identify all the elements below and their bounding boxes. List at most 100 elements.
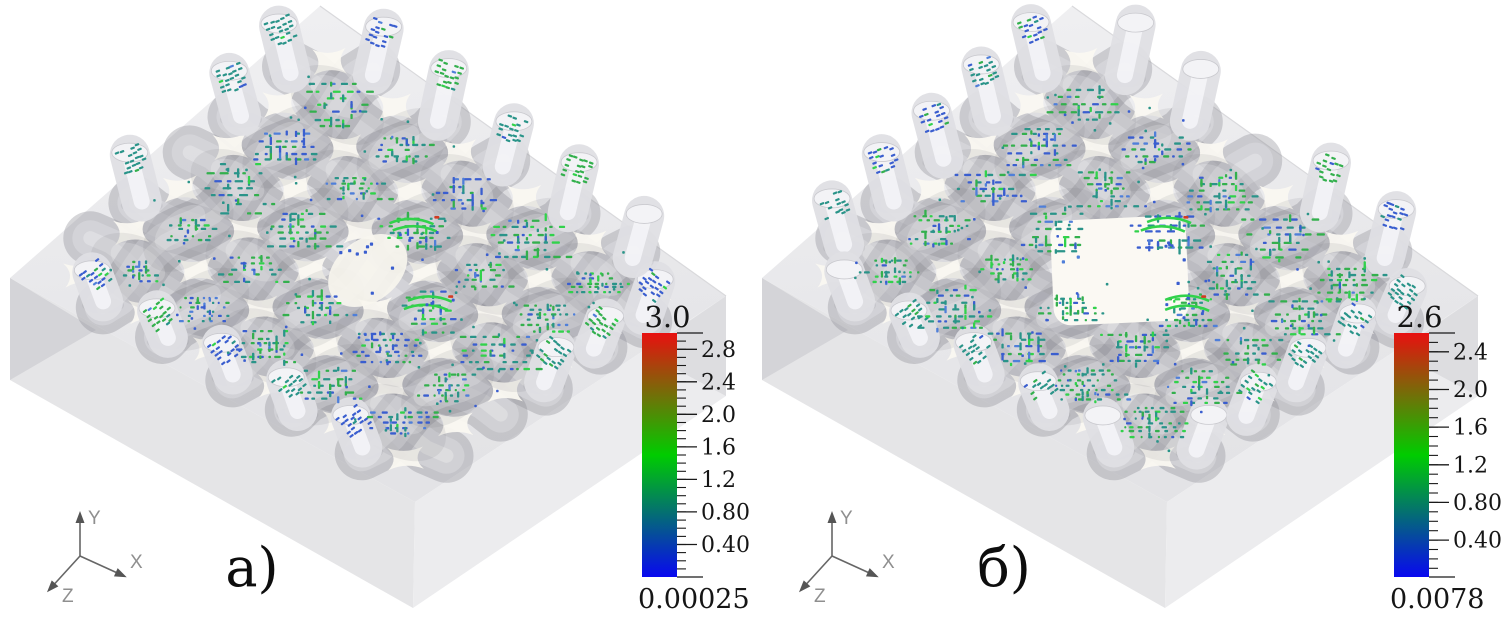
fiber-point: [601, 282, 604, 287]
fiber-point: [289, 213, 292, 222]
fiber-point: [1043, 212, 1047, 215]
fiber-point: [1336, 267, 1341, 271]
fiber-point: [1164, 148, 1172, 151]
fiber-point: [339, 251, 343, 255]
fiber-point: [944, 305, 947, 314]
fiber-end-fringe: [967, 55, 1000, 88]
fiber-point: [957, 315, 964, 318]
fiber-streak: [1164, 294, 1210, 303]
fiber-point: [305, 209, 308, 213]
fiber-point: [134, 143, 140, 147]
fiber-point: [259, 355, 262, 359]
fiber-point: [1286, 313, 1289, 316]
fiber-point: [234, 344, 239, 349]
fiber-point: [424, 155, 428, 158]
fiber-point: [824, 216, 830, 221]
fiber-point: [502, 239, 506, 242]
fiber-point: [1234, 278, 1237, 283]
fiber-point: [1193, 370, 1198, 373]
fiber-point: [1272, 218, 1279, 221]
fiber-point: [581, 291, 586, 294]
fiber-point: [241, 76, 246, 80]
fiber-point: [227, 335, 232, 340]
fiber-point: [438, 58, 444, 62]
fiber-point: [279, 245, 287, 248]
fiber-point: [978, 77, 984, 82]
fiber-point: [349, 433, 354, 438]
fiber-point-cluster: [109, 260, 165, 287]
fiber-point: [1353, 267, 1357, 271]
colorbar-tick-label: 2.4: [1453, 340, 1488, 365]
fiber-point: [389, 418, 392, 422]
fiber-point: [492, 335, 500, 338]
fiber-point: [187, 314, 191, 317]
fiber-point: [914, 238, 919, 241]
fiber-point: [291, 152, 298, 156]
fiber-point: [355, 252, 359, 256]
fiber-point: [1168, 422, 1172, 425]
gap-star: [964, 132, 1000, 161]
gap-star: [929, 256, 966, 284]
fiber-point: [228, 273, 233, 276]
fiber-point: [305, 306, 309, 310]
fiber-point: [937, 223, 941, 231]
fiber-point: [516, 123, 521, 127]
fiber-point: [1250, 281, 1257, 284]
fiber-point: [1340, 316, 1345, 321]
fiber-point: [964, 304, 967, 309]
fiber-point: [1257, 396, 1263, 401]
fiber-point: [413, 317, 417, 321]
colorbar-tick-label: 2.0: [1453, 378, 1488, 403]
fiber-point: [976, 181, 982, 184]
fiber-point: [1307, 344, 1311, 347]
fiber-point: [278, 388, 283, 392]
gap-star: [262, 90, 298, 118]
fiber-point: [898, 277, 901, 283]
fiber-point: [404, 407, 407, 412]
subfigure-b: YXZ б)2.42.01.61.20.800.402.60.0078: [762, 4, 1502, 615]
fiber-point: [1281, 319, 1284, 323]
fiber-point: [1075, 88, 1082, 92]
fiber-point-cluster: [1181, 162, 1259, 213]
fiber-point: [187, 320, 190, 323]
box-left-corner-wedge: [762, 278, 848, 380]
fiber-point: [1224, 290, 1227, 293]
fiber-point: [269, 153, 272, 160]
fiber-point: [352, 177, 357, 180]
fiber-point: [225, 168, 229, 171]
fiber-point: [482, 366, 485, 370]
fiber-point: [881, 264, 887, 267]
fiber-point: [1016, 272, 1019, 278]
fiber-point: [471, 349, 475, 352]
fiber-point: [432, 415, 439, 419]
fiber-point: [1074, 382, 1077, 386]
fiber-point: [535, 323, 540, 327]
fiber-point: [1020, 200, 1027, 203]
fiber-point: [318, 212, 326, 215]
fiber-point: [314, 234, 317, 240]
fiber-end-fringe: [1017, 15, 1048, 44]
fiber-point: [480, 187, 483, 196]
fiber-point: [964, 315, 967, 320]
fiber-point: [408, 360, 412, 364]
fiber-point: [901, 275, 906, 278]
yarn-tube: [282, 59, 653, 329]
fiber-point: [340, 369, 348, 372]
axis-y-label: Y: [88, 508, 101, 529]
fiber-point: [375, 182, 379, 185]
fiber-point: [156, 320, 161, 325]
fiber-point: [1110, 195, 1115, 198]
fiber-point: [289, 116, 293, 119]
fiber-point: [161, 318, 167, 322]
fiber-point: [1244, 208, 1250, 211]
fiber-point: [441, 199, 445, 202]
fiber-point: [138, 154, 144, 158]
fiber-point: [524, 241, 530, 244]
fiber-point: [277, 42, 283, 46]
fiber-point: [1170, 406, 1176, 410]
fiber-point: [144, 265, 148, 269]
fiber-point: [874, 275, 879, 278]
fiber-point: [162, 283, 165, 287]
fiber-point: [592, 301, 595, 305]
yarn-tube: [108, 175, 528, 442]
